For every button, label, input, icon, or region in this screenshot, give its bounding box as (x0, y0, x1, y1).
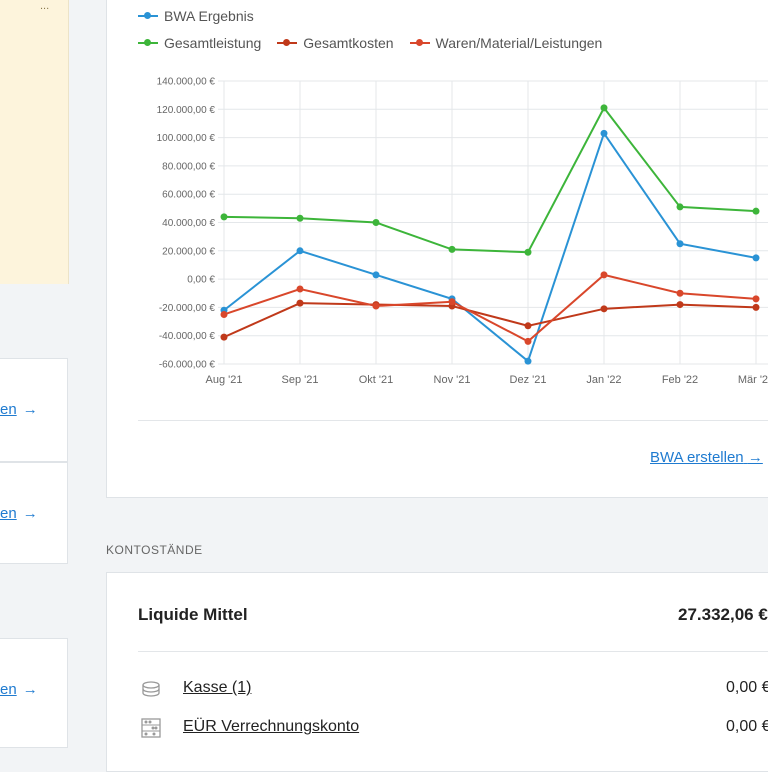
x-tick-label: Nov '21 (434, 374, 471, 386)
side-link-3[interactable]: en → (0, 681, 38, 698)
y-tick-label: -60.000,00 € (159, 360, 216, 371)
liquid-assets-value: 27.332,06 € (678, 605, 768, 624)
legend-label: BWA Ergebnis (164, 8, 254, 24)
side-link-label: en (0, 401, 17, 418)
data-point (676, 289, 684, 297)
data-point (676, 301, 684, 309)
data-point (524, 248, 532, 256)
side-link-label: en (0, 505, 17, 522)
y-tick-label: 140.000,00 € (157, 77, 216, 88)
legend-item-gesamtleistung[interactable]: Gesamtleistung (138, 35, 261, 51)
data-point (296, 285, 304, 293)
legend-marker (138, 39, 158, 46)
account-value-euer: 0,00 € (726, 718, 768, 735)
x-tick-label: Dez '21 (510, 374, 547, 386)
data-point (296, 214, 304, 222)
legend-label: Gesamtleistung (164, 35, 262, 51)
data-point (600, 305, 608, 313)
coins-icon (142, 681, 160, 697)
data-point (676, 240, 684, 248)
data-point (600, 104, 608, 112)
data-point (600, 129, 608, 137)
side-link-1[interactable]: en → (0, 401, 38, 418)
data-point (372, 271, 380, 279)
x-tick-label: Sep '21 (282, 374, 319, 386)
side-card-3 (0, 638, 68, 748)
bwa-create-label: BWA erstellen (650, 449, 744, 466)
data-point (752, 254, 760, 262)
info-note-panel: ... (0, 0, 69, 284)
chart-legend-row-1: BWA Ergebnis (138, 8, 254, 24)
y-tick-label: 0,00 € (187, 275, 215, 286)
account-link-kasse[interactable]: Kasse (1) (183, 679, 252, 696)
chart-legend-row-2: Gesamtleistung Gesamtkosten Waren/Materi… (138, 35, 602, 51)
arrow-right-icon: → (747, 449, 763, 466)
abacus-icon (141, 718, 161, 738)
data-point (600, 271, 608, 279)
bwa-chart-card (106, 0, 768, 498)
data-point (372, 219, 380, 226)
side-card-1 (0, 358, 68, 462)
y-tick-label: 60.000,00 € (162, 190, 215, 201)
note-corner-text: ... (40, 0, 50, 12)
bwa-line-chart: -60.000,00 € -40.000,00 € -20.000,00 € 0,00… (157, 77, 768, 386)
data-point (220, 310, 228, 318)
arrow-right-icon: → (22, 401, 38, 418)
bwa-create-link[interactable]: BWA erstellen → (650, 449, 763, 466)
x-tick-label: Mär '22 (738, 374, 768, 386)
y-tick-label: 120.000,00 € (157, 105, 216, 116)
data-point (220, 213, 228, 221)
section-title-kontostaende: KONTOSTÄNDE (106, 543, 203, 557)
series-line (223, 302, 757, 339)
liquid-assets-label: Liquide Mittel (138, 605, 248, 624)
legend-item-waren-material[interactable]: Waren/Material/Leistungen (409, 35, 603, 51)
x-tick-label: Okt '21 (359, 374, 394, 386)
legend-marker (138, 12, 158, 19)
series-line (223, 131, 757, 363)
data-point (676, 203, 684, 211)
y-tick-label: 20.000,00 € (162, 246, 215, 257)
chart-divider (138, 420, 768, 421)
legend-item-bwa-ergebnis[interactable]: BWA Ergebnis (138, 8, 254, 24)
data-point (296, 247, 304, 255)
account-value-kasse: 0,00 € (726, 679, 768, 696)
data-point (296, 299, 304, 307)
account-link-euer[interactable]: EÜR Verrechnungskonto (183, 718, 360, 735)
legend-label: Waren/Material/Leistungen (435, 35, 603, 51)
legend-marker (409, 39, 430, 46)
data-point (220, 333, 228, 341)
data-point (448, 298, 456, 306)
accounts-card (106, 572, 768, 772)
data-point (524, 322, 532, 330)
data-point (752, 207, 760, 215)
arrow-right-icon: → (22, 681, 38, 698)
series-line (223, 273, 757, 343)
x-tick-label: Jan '22 (586, 374, 621, 386)
arrow-right-icon: → (22, 505, 38, 522)
legend-label: Gesamtkosten (303, 35, 394, 51)
legend-marker (277, 39, 298, 46)
legend-item-gesamtkosten[interactable]: Gesamtkosten (277, 35, 394, 51)
side-link-2[interactable]: en → (0, 505, 38, 522)
data-point (448, 245, 456, 253)
data-point (524, 337, 532, 345)
x-tick-label: Feb '22 (662, 374, 698, 386)
data-point (752, 295, 760, 303)
side-card-2 (0, 462, 68, 564)
x-tick-label: Aug '21 (206, 374, 243, 386)
y-tick-label: 40.000,00 € (162, 218, 215, 229)
y-tick-label: 100.000,00 € (157, 133, 216, 144)
series-line (223, 106, 757, 254)
y-tick-label: -40.000,00 € (159, 331, 216, 342)
y-tick-label: 80.000,00 € (162, 161, 215, 172)
data-point (752, 303, 760, 311)
data-point (372, 302, 380, 310)
accounts-divider (138, 651, 768, 652)
y-tick-label: -20.000,00 € (159, 303, 216, 314)
data-point (524, 357, 532, 365)
side-link-label: en (0, 681, 17, 698)
